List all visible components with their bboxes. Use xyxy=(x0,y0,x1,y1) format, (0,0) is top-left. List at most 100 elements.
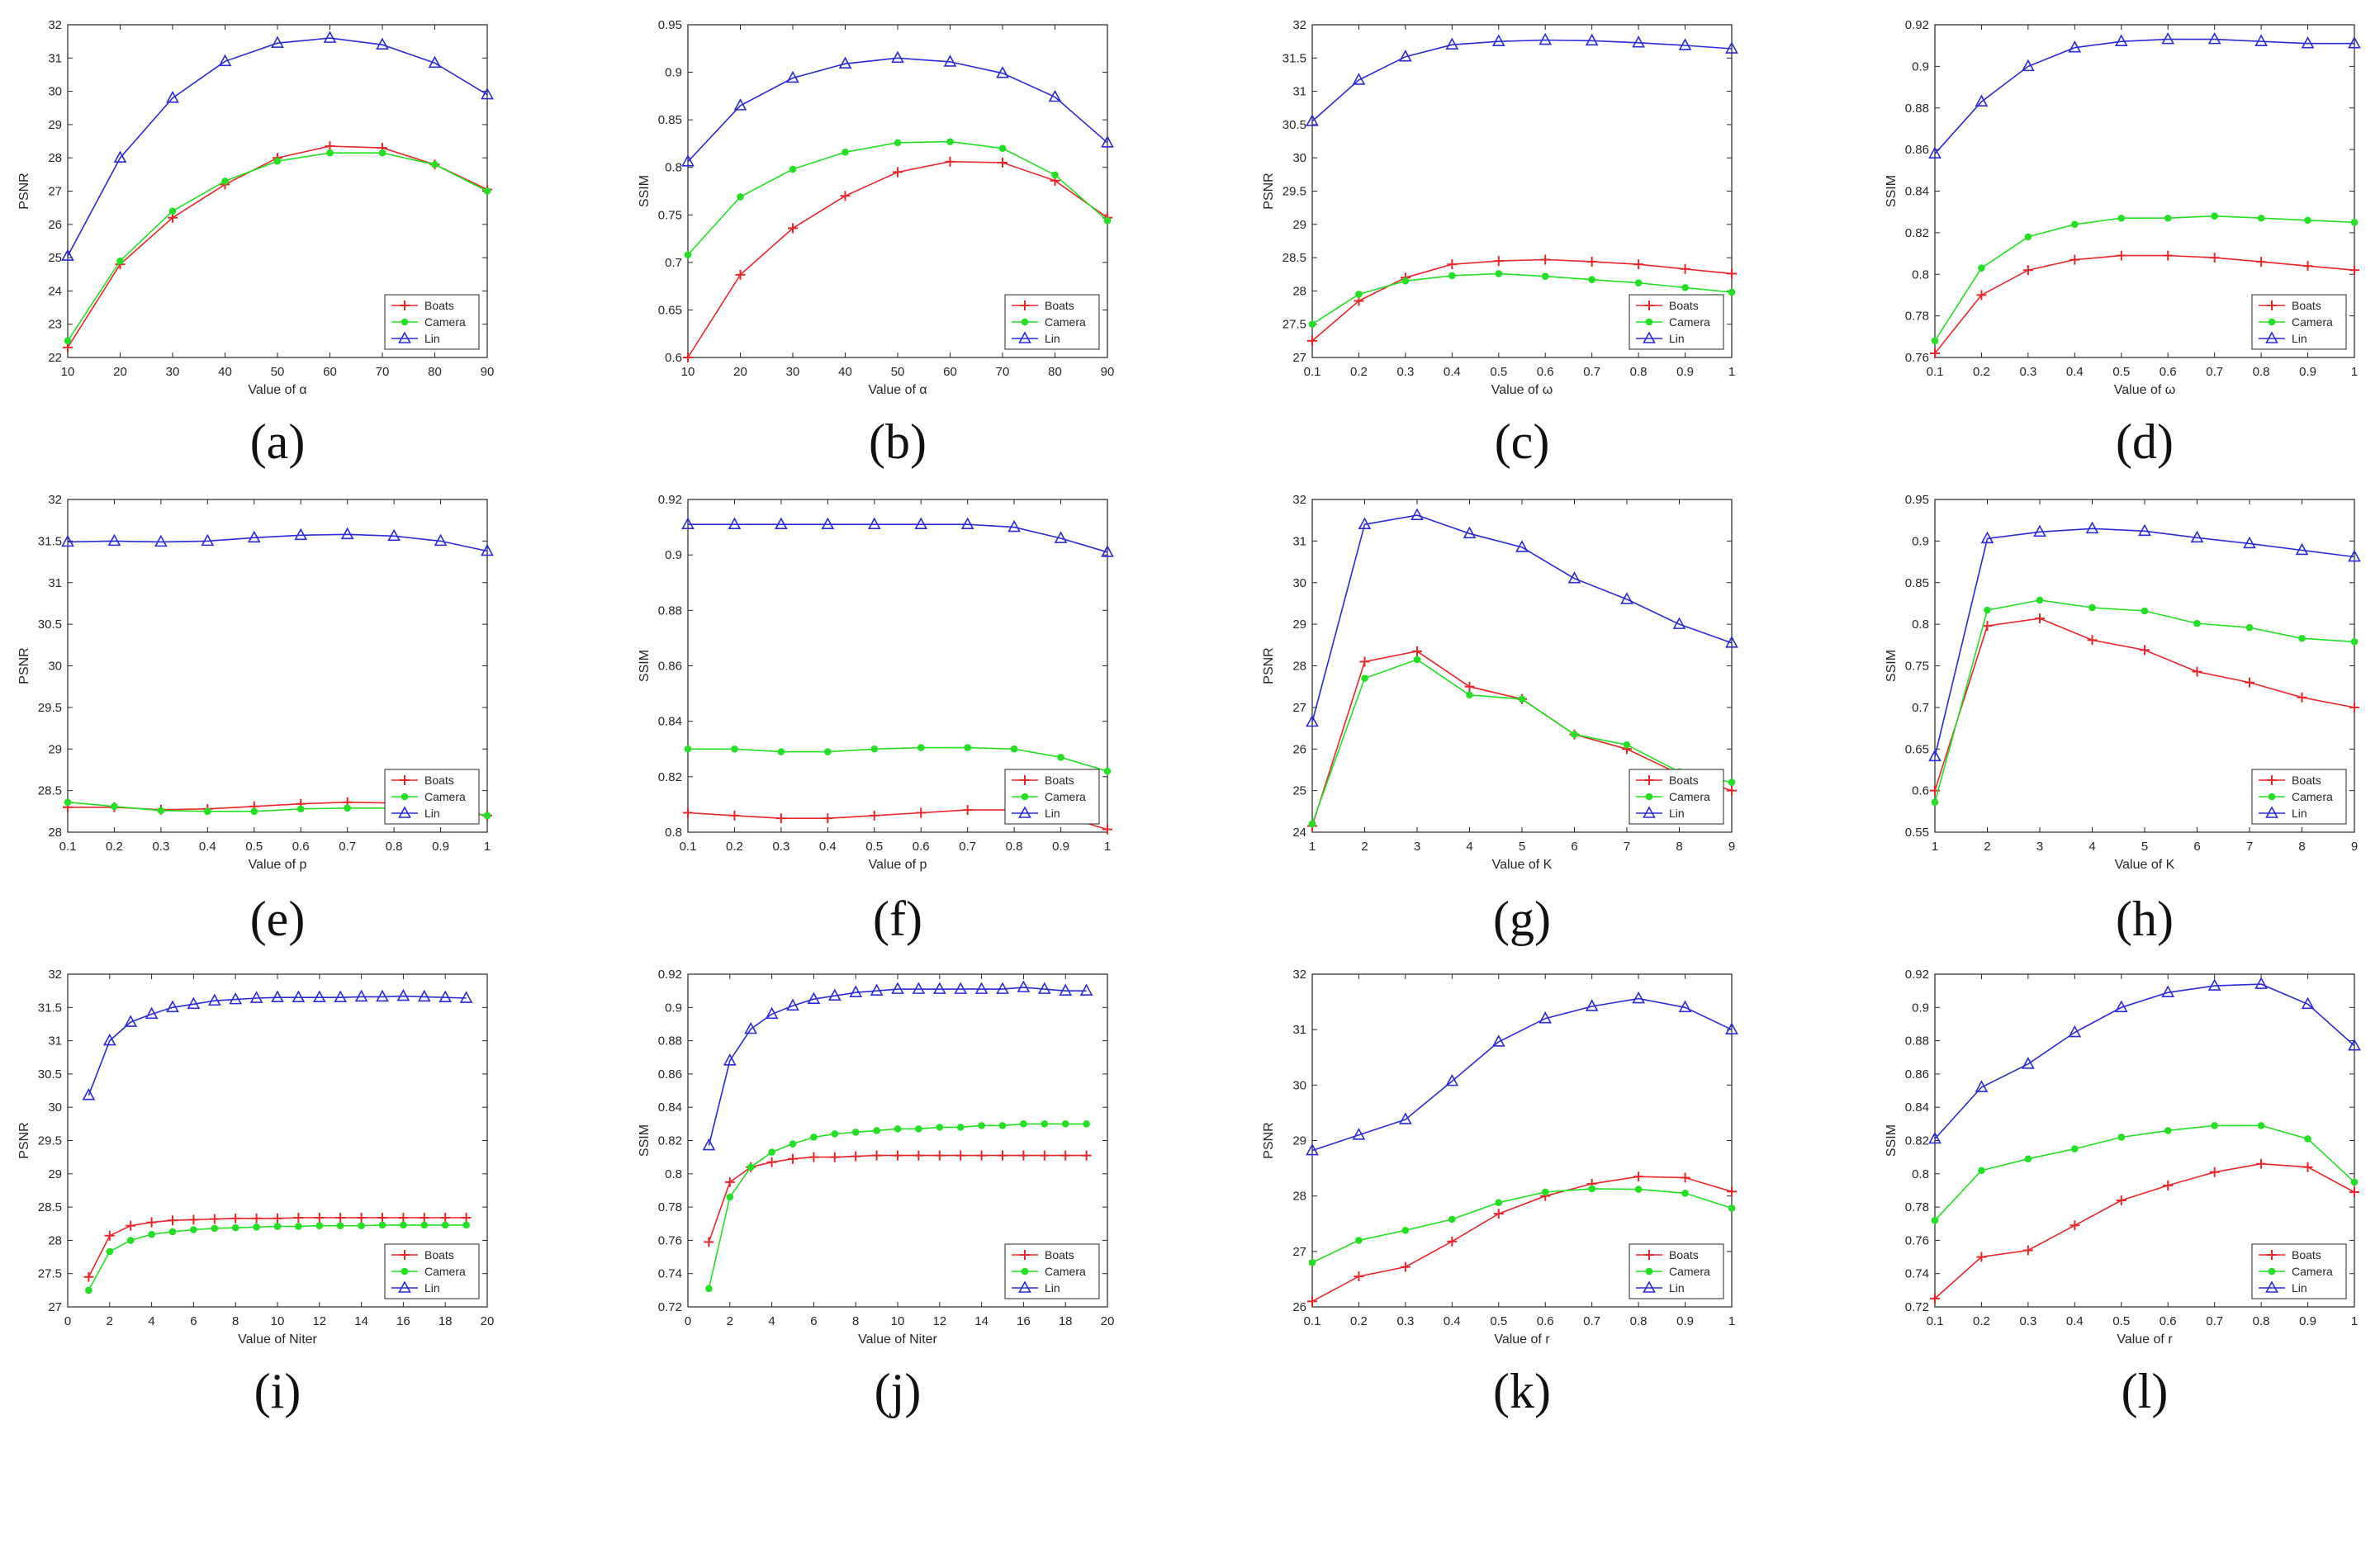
data-point-lin xyxy=(376,37,389,50)
data-point-boats xyxy=(871,1150,882,1161)
legend-label: Camera xyxy=(1669,790,1710,803)
y-tick-label: 31 xyxy=(48,576,62,590)
chart-c: 27 27.5 28 28.5 29 29.5 30 30.5 31 31.5 32 0.1 0.2 0.… xyxy=(1262,18,1738,469)
x-tick-label: 18 xyxy=(1059,1314,1073,1328)
y-tick-label: 0.95 xyxy=(658,18,682,32)
data-point-legend-camera xyxy=(401,1267,409,1276)
data-point-boats xyxy=(104,1230,115,1241)
legend-entry-boats: Boats xyxy=(1012,1248,1074,1261)
data-point-boats xyxy=(823,813,833,824)
data-point-camera xyxy=(1308,320,1316,329)
data-point-boats xyxy=(1464,681,1475,692)
data-point-camera xyxy=(1978,264,1985,272)
legend-label: Camera xyxy=(1669,315,1710,329)
data-point-legend-boats xyxy=(2267,1250,2277,1260)
legend-entry-camera: Camera xyxy=(1012,1265,1086,1278)
series-line-lin xyxy=(88,995,467,1096)
x-axis-label: Value of ω xyxy=(2114,383,2175,397)
data-point-boats xyxy=(1727,785,1737,796)
data-point-boats xyxy=(293,1212,304,1223)
x-tick-label: 2 xyxy=(107,1314,113,1328)
y-tick-label: 0.9 xyxy=(665,66,682,80)
data-point-camera xyxy=(956,1124,965,1131)
data-point-camera xyxy=(295,1223,302,1230)
legend-label: Camera xyxy=(1045,315,1086,329)
y-tick-label: 30.5 xyxy=(38,618,62,632)
x-tick-label: 14 xyxy=(354,1314,368,1328)
x-tick-label: 0.6 xyxy=(2160,1314,2177,1328)
legend: Boats Camera Lin xyxy=(1004,294,1100,350)
y-tick-label: 0.9 xyxy=(665,1001,682,1015)
data-point-lin xyxy=(82,1088,96,1100)
data-point-lin xyxy=(61,248,74,261)
chart-e: 28 28.5 29 29.5 30 30.5 31 31.5 32 0.1 0.2 0.3 0.4 0.… xyxy=(17,493,494,946)
data-point-camera xyxy=(2245,623,2254,632)
data-point-lin xyxy=(292,990,306,1003)
y-tick-label: 0.65 xyxy=(658,303,682,317)
x-tick-label: 1 xyxy=(484,840,491,854)
panel-caption: (b) xyxy=(869,414,927,469)
x-tick-label: 0.1 xyxy=(1304,1314,1321,1328)
legend-label: Lin xyxy=(1669,332,1685,345)
data-point-lin xyxy=(2348,1038,2361,1051)
data-point-lin xyxy=(775,517,788,530)
panel-caption: (d) xyxy=(2116,414,2174,469)
data-point-lin xyxy=(2301,35,2315,49)
data-point-boats xyxy=(683,807,693,818)
legend-label: Boats xyxy=(1669,299,1699,312)
x-tick-label: 0.4 xyxy=(1444,365,1461,379)
y-tick-label: 29.5 xyxy=(38,701,62,715)
data-point-legend-lin xyxy=(2265,331,2278,343)
y-tick-label: 25 xyxy=(48,251,62,265)
y-tick-label: 0.76 xyxy=(658,1233,682,1247)
data-point-lin xyxy=(1928,1131,1941,1144)
legend-label: Camera xyxy=(2292,790,2333,803)
data-point-lin xyxy=(1725,41,1738,54)
data-point-camera xyxy=(1495,1199,1503,1207)
legend-label: Boats xyxy=(1045,299,1074,312)
series-lin xyxy=(1928,977,2361,1144)
legend-entry-camera: Camera xyxy=(2259,1265,2333,1278)
y-tick-label: 0.7 xyxy=(1912,701,1929,715)
data-point-boats xyxy=(829,1152,840,1162)
legend-entry-boats: Boats xyxy=(1636,1248,1699,1261)
x-tick-label: 0.9 xyxy=(2299,1314,2316,1328)
y-tick-label: 28.5 xyxy=(38,784,62,798)
data-point-lin xyxy=(891,982,904,994)
series-camera xyxy=(1931,212,2359,345)
data-point-lin xyxy=(107,533,121,547)
legend: Boats Camera Lin xyxy=(1004,1243,1100,1299)
data-point-camera xyxy=(211,1224,219,1233)
data-point-legend-boats xyxy=(400,1250,410,1260)
data-point-lin xyxy=(481,543,494,556)
data-point-lin xyxy=(2033,524,2046,537)
data-point-legend-camera xyxy=(1645,318,1653,326)
data-point-camera xyxy=(2193,619,2201,627)
x-tick-label: 0.4 xyxy=(2066,1314,2084,1328)
data-point-camera xyxy=(1448,272,1456,280)
y-tick-label: 0.6 xyxy=(1912,784,1929,798)
series-line-lin xyxy=(1311,997,1733,1152)
series-lin xyxy=(61,527,494,556)
x-tick-label: 0.4 xyxy=(2066,365,2084,379)
y-tick-label: 28 xyxy=(48,826,62,840)
series-boats xyxy=(1930,613,2359,796)
data-point-boats xyxy=(775,813,786,824)
x-tick-label: 6 xyxy=(810,1314,817,1328)
data-point-boats xyxy=(729,810,740,821)
y-tick-label: 0.84 xyxy=(1905,185,1929,199)
data-point-lin xyxy=(1054,531,1068,543)
data-point-lin xyxy=(996,982,1009,994)
data-point-lin xyxy=(2348,35,2361,49)
data-point-legend-boats xyxy=(1020,1250,1030,1260)
series-camera xyxy=(1931,1122,2359,1224)
data-point-camera xyxy=(684,251,692,258)
legend-entry-camera: Camera xyxy=(391,1265,466,1278)
legend-entry-boats: Boats xyxy=(1636,299,1699,312)
y-axis-label: PSNR xyxy=(1262,1122,1276,1158)
legend-label: Boats xyxy=(1669,1248,1699,1261)
data-point-camera xyxy=(253,1223,260,1231)
legend-label: Camera xyxy=(1045,790,1086,803)
data-point-boats xyxy=(934,1150,945,1161)
data-point-legend-camera xyxy=(1645,1267,1653,1276)
